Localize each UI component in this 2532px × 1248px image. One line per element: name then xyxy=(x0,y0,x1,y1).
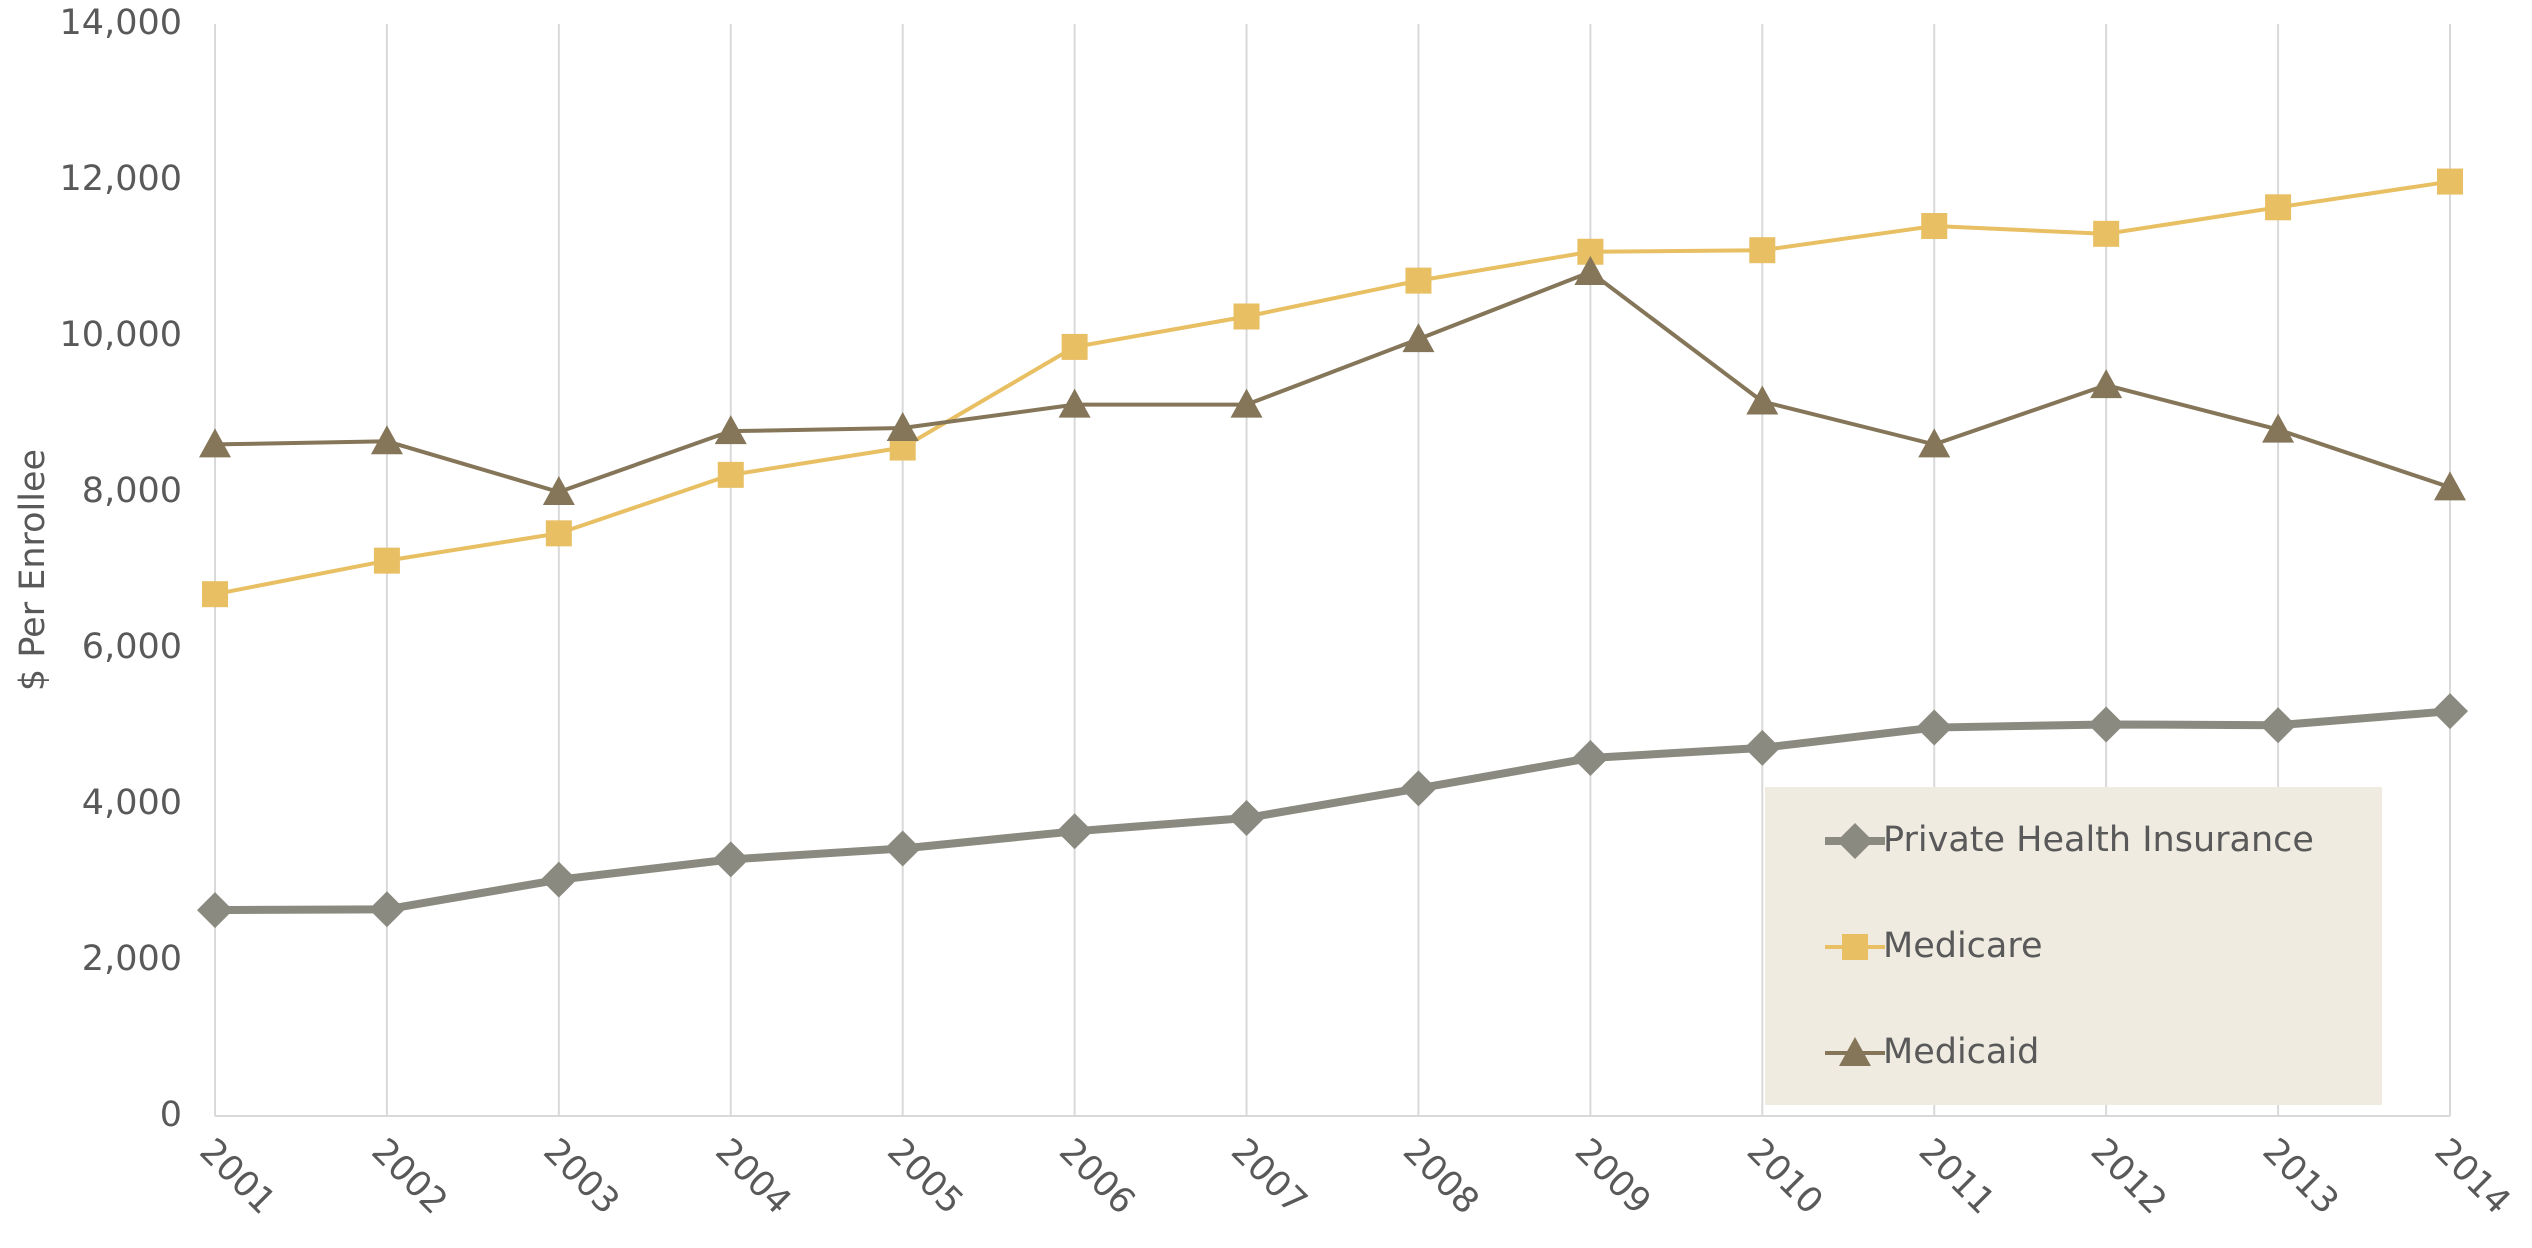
data-point xyxy=(1402,323,1435,353)
y-tick-label: 6,000 xyxy=(82,627,182,667)
data-point xyxy=(1233,303,1260,330)
data-point xyxy=(540,861,577,898)
data-point xyxy=(2088,706,2125,743)
data-point xyxy=(1918,428,1951,458)
data-point xyxy=(1744,729,1781,766)
data-point xyxy=(1400,770,1437,807)
y-tick-label: 10,000 xyxy=(60,315,182,355)
legend-marker xyxy=(1839,1037,1871,1066)
data-point xyxy=(1572,739,1609,776)
data-point xyxy=(717,461,744,488)
data-point xyxy=(2093,220,2120,247)
data-point xyxy=(545,520,572,547)
x-tick-label: 2008 xyxy=(1395,1131,1486,1222)
data-point xyxy=(2090,369,2123,399)
data-point xyxy=(2262,413,2295,443)
legend-marker xyxy=(1842,934,1868,960)
data-point xyxy=(1749,237,1776,264)
x-tick-label: 2010 xyxy=(1739,1131,1830,1222)
data-point xyxy=(1746,385,1779,415)
x-tick-label: 2011 xyxy=(1911,1131,2002,1222)
x-tick-label: 2009 xyxy=(1567,1131,1658,1222)
legend-label: Medicaid xyxy=(1883,1032,2039,1072)
y-tick-label: 8,000 xyxy=(82,471,182,511)
y-axis-label: $ Per Enrollee xyxy=(13,449,53,691)
data-point xyxy=(712,841,749,878)
x-tick-label: 2012 xyxy=(2083,1131,2174,1222)
series-line xyxy=(214,269,2451,495)
legend-label: Private Health Insurance xyxy=(1883,820,2314,860)
data-point xyxy=(1921,213,1948,240)
x-tick-label: 2003 xyxy=(535,1131,626,1222)
data-point xyxy=(1916,709,1953,746)
data-point xyxy=(373,547,400,574)
y-tick-label: 0 xyxy=(160,1095,182,1135)
data-point xyxy=(2432,693,2468,730)
data-point xyxy=(1056,813,1093,850)
x-tick-label: 2007 xyxy=(1223,1131,1314,1222)
data-point xyxy=(1058,388,1091,418)
data-point xyxy=(884,830,921,867)
x-tick-label: 2002 xyxy=(363,1131,454,1222)
data-point xyxy=(1405,267,1432,294)
y-tick-label: 4,000 xyxy=(82,783,182,823)
data-point xyxy=(1574,256,1607,286)
data-point xyxy=(2265,194,2292,221)
y-tick-label: 12,000 xyxy=(60,159,182,199)
data-point xyxy=(1228,800,1265,837)
data-point xyxy=(370,425,403,455)
x-tick-label: 2004 xyxy=(707,1131,798,1222)
x-tick-label: 2014 xyxy=(2427,1131,2518,1222)
data-point xyxy=(199,428,231,458)
data-point xyxy=(1230,388,1263,418)
x-tick-label: 2013 xyxy=(2255,1131,2346,1222)
x-tick-label: 2001 xyxy=(192,1131,283,1222)
series-line xyxy=(214,179,2451,597)
data-point xyxy=(202,581,228,608)
data-point xyxy=(2260,707,2297,744)
legend-marker xyxy=(1837,823,1873,859)
y-tick-label: 14,000 xyxy=(60,3,182,43)
x-tick-label: 2006 xyxy=(1051,1131,1142,1222)
data-point xyxy=(2434,471,2466,501)
y-tick-label: 2,000 xyxy=(82,939,182,979)
data-point xyxy=(886,412,919,442)
data-point xyxy=(197,892,233,929)
data-point xyxy=(542,476,575,505)
series-line xyxy=(214,707,2451,915)
data-point xyxy=(2437,168,2463,195)
legend-label: Medicare xyxy=(1883,926,2043,966)
data-point xyxy=(1061,333,1088,360)
x-tick-label: 2005 xyxy=(879,1131,970,1222)
data-point xyxy=(714,415,747,445)
data-point xyxy=(368,891,405,928)
